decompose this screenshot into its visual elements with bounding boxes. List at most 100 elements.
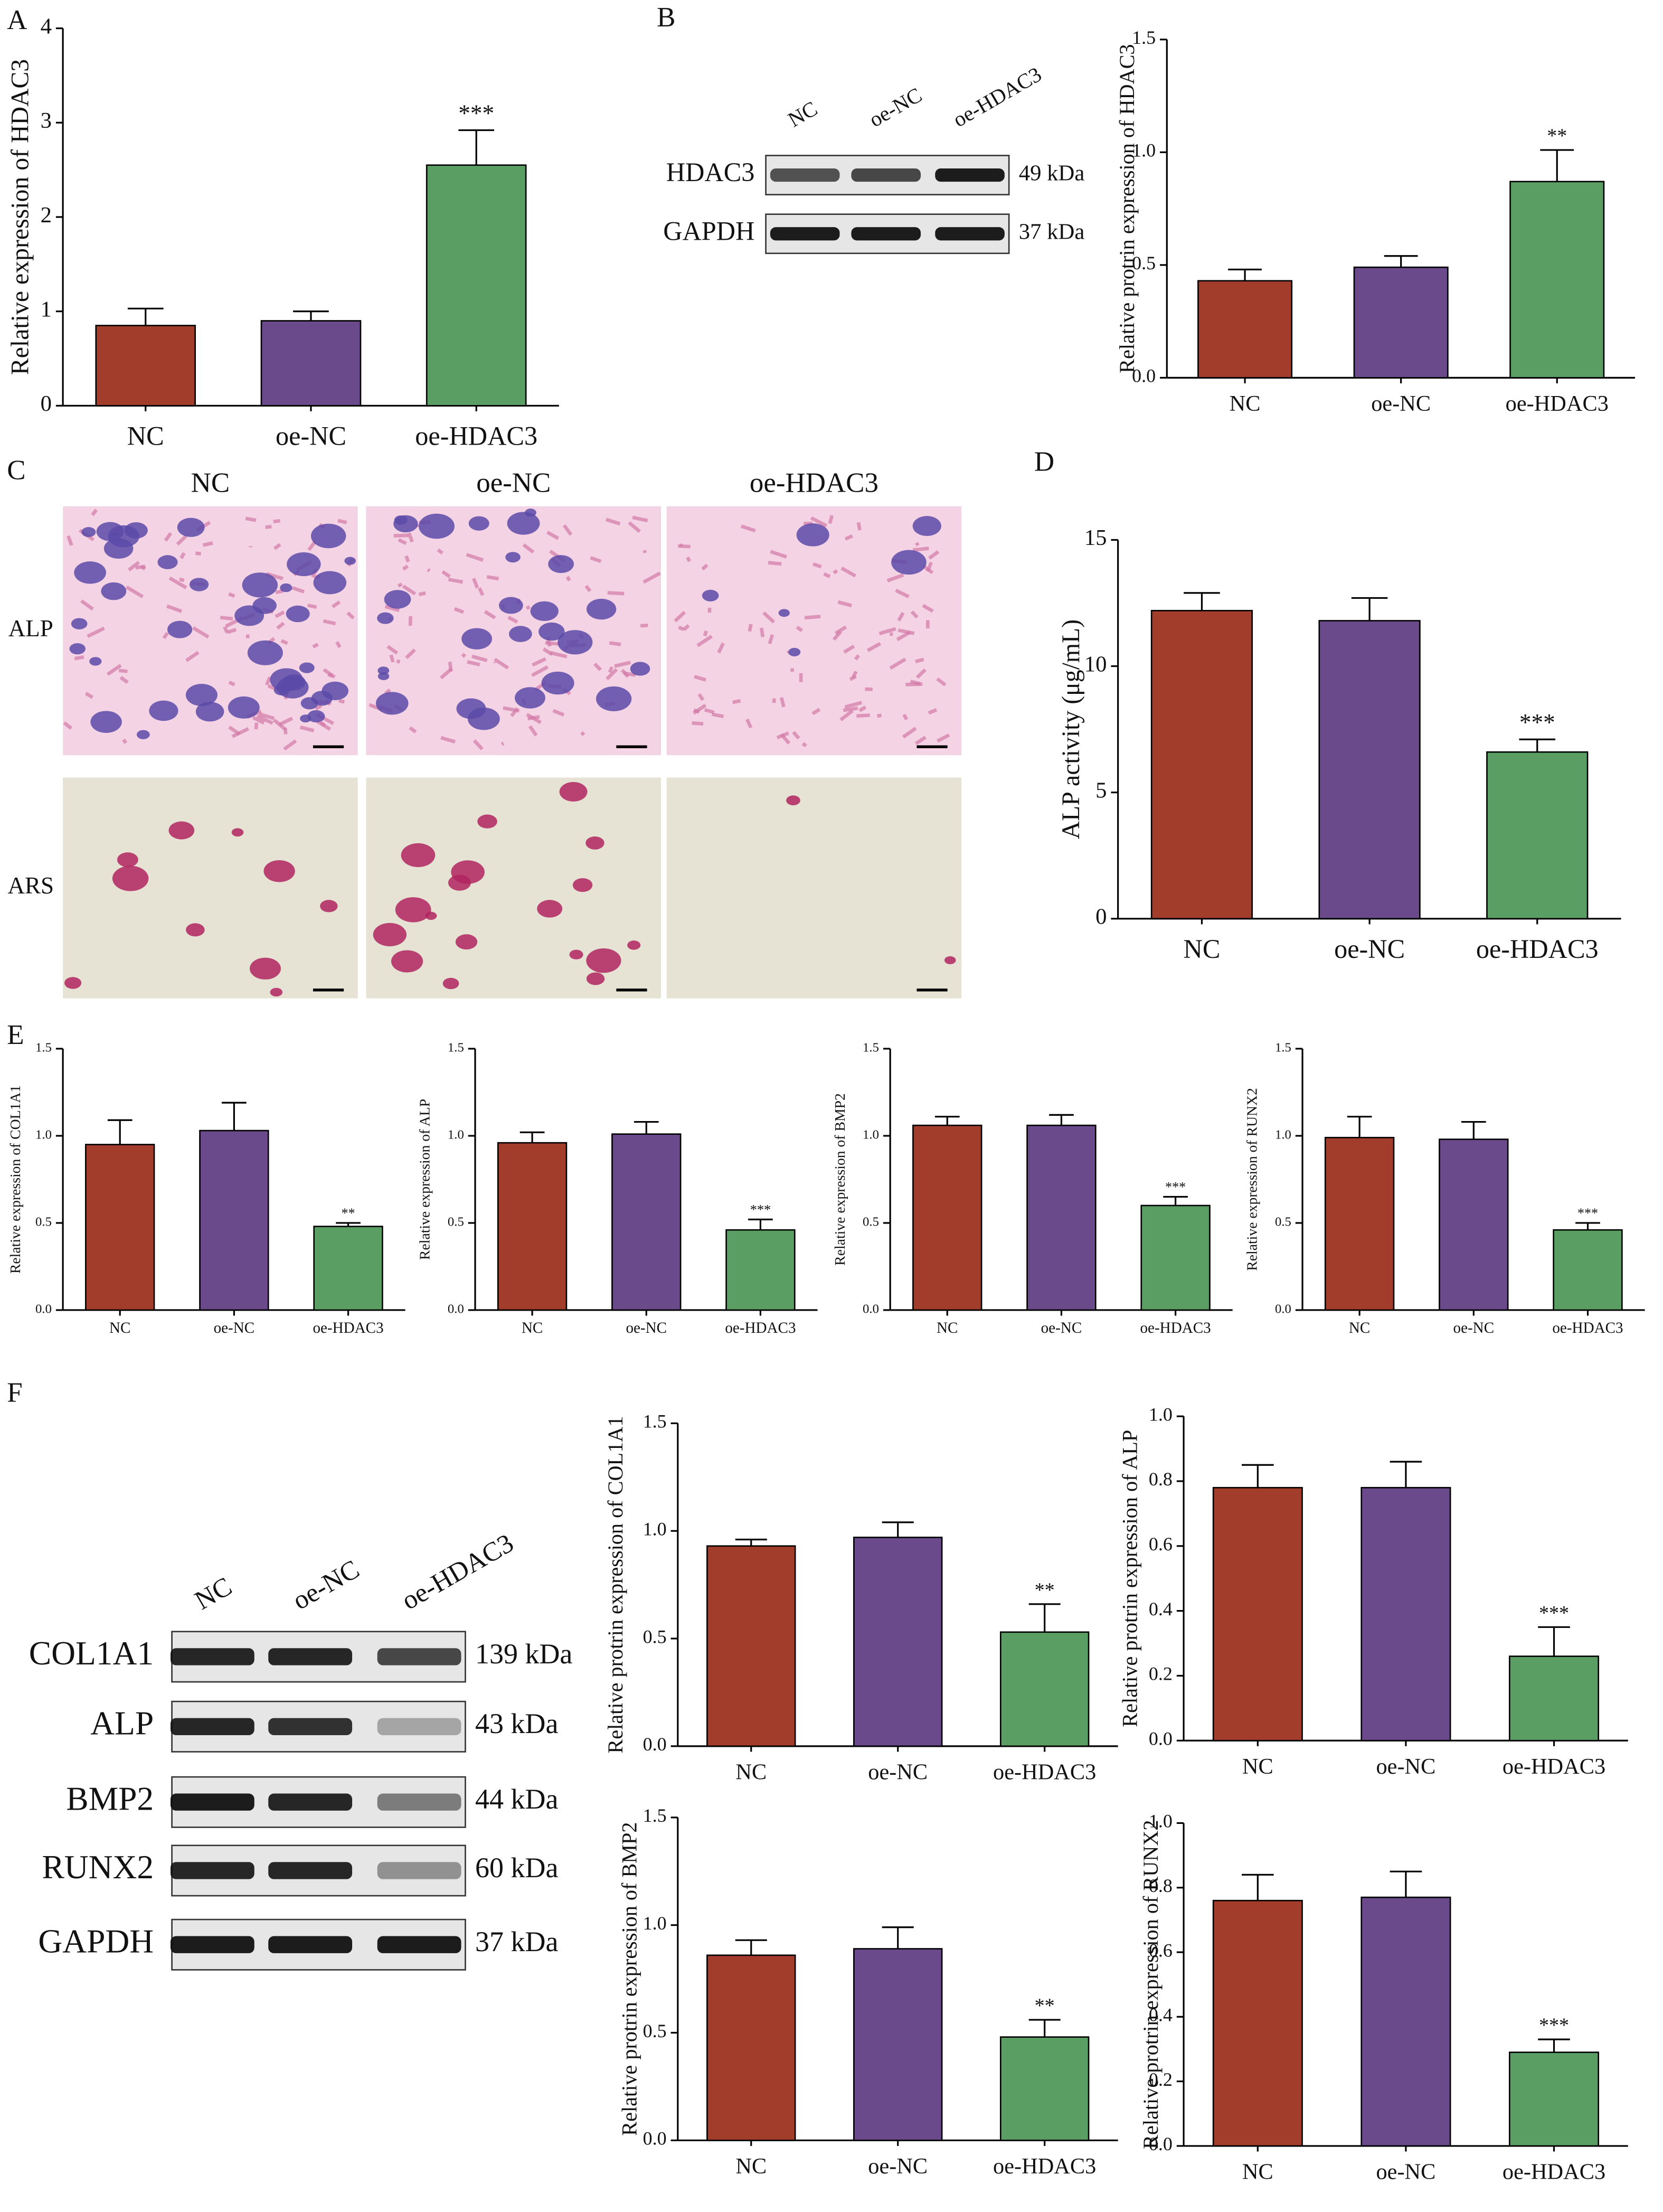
cell <box>166 604 183 613</box>
significance-label: *** <box>1519 709 1555 736</box>
blot-size-label: 139 kDa <box>475 1638 572 1670</box>
column-title: NC <box>191 467 230 498</box>
significance-label: *** <box>1165 1179 1186 1194</box>
stain <box>249 957 281 980</box>
cell <box>623 671 636 677</box>
y-tick-label: 1.0 <box>643 1518 667 1539</box>
error-bar <box>735 1939 767 1955</box>
x-tick-label: NC <box>735 1760 767 1785</box>
cell <box>703 630 708 637</box>
error-bar <box>882 1521 914 1538</box>
cell <box>179 552 186 559</box>
y-tick-label: 1.5 <box>448 1041 464 1055</box>
bar <box>611 1133 682 1311</box>
stain <box>377 666 390 675</box>
significance-label: *** <box>750 1202 771 1217</box>
stain <box>247 640 283 665</box>
cell <box>272 718 287 731</box>
y-tick-label: 1.0 <box>863 1128 879 1142</box>
x-tick-label: oe-NC <box>868 2154 928 2179</box>
cell <box>418 591 426 597</box>
cell <box>471 578 479 589</box>
cell <box>393 533 409 538</box>
blot-band <box>377 1648 461 1665</box>
stain <box>277 676 309 699</box>
blot-band <box>268 1718 353 1735</box>
bar <box>853 1948 943 2141</box>
stain <box>569 949 583 959</box>
stain <box>90 711 122 733</box>
row-label: ALP <box>8 615 53 642</box>
cell <box>402 564 409 571</box>
cell <box>528 725 538 737</box>
bar <box>497 1142 568 1311</box>
y-tick-label: 3 <box>41 108 52 133</box>
cell <box>466 553 484 562</box>
blot-row-label: BMP2 <box>66 1780 154 1817</box>
cell <box>522 543 535 554</box>
cell <box>176 534 188 546</box>
x-tick-label: oe-HDAC3 <box>993 2154 1096 2179</box>
panel-label: F <box>7 1378 22 1408</box>
cell <box>886 573 904 582</box>
blot-band <box>770 168 840 182</box>
cell <box>67 535 73 546</box>
cell <box>119 676 129 684</box>
y-tick-label: 0.0 <box>1275 1302 1291 1316</box>
cell <box>804 615 821 620</box>
stain <box>231 828 244 837</box>
cell <box>694 675 706 682</box>
cell <box>732 699 741 704</box>
stain <box>559 782 588 802</box>
y-axis-title: Relative expression of HDAC3 <box>6 59 34 375</box>
stain <box>168 821 195 840</box>
cell <box>609 641 621 646</box>
x-tick-label: oe-NC <box>1041 1320 1082 1336</box>
blot-band <box>851 168 921 182</box>
cell <box>273 543 281 550</box>
stain <box>944 956 956 965</box>
cell <box>914 736 927 745</box>
stain <box>117 852 138 868</box>
stain <box>344 557 356 565</box>
cell <box>477 587 485 596</box>
stain <box>287 552 321 577</box>
y-axis-title: ALP activity (μg/mL) <box>1057 619 1085 840</box>
y-axis-title: Relative protrin expression of ALP <box>1118 1430 1141 1727</box>
stain <box>538 622 565 641</box>
cell <box>786 650 790 654</box>
cell <box>278 717 294 727</box>
micrograph <box>63 777 358 999</box>
blot-lane-label: oe-NC <box>865 83 925 132</box>
blot-band <box>377 1718 461 1735</box>
column-title: oe-HDAC3 <box>750 467 878 498</box>
blot-band <box>170 1648 254 1665</box>
cell <box>409 726 417 733</box>
cell <box>614 661 631 668</box>
cell <box>275 589 284 595</box>
blot-row-label: GAPDH <box>663 216 754 246</box>
y-tick-label: 0.0 <box>35 1302 52 1316</box>
error-bar <box>458 129 495 165</box>
cell <box>323 619 336 626</box>
bar <box>706 1545 796 1747</box>
stain <box>442 977 459 990</box>
cell <box>936 677 947 686</box>
cell <box>283 739 297 751</box>
cell <box>878 627 896 636</box>
bar <box>999 2036 1090 2141</box>
cell <box>441 570 451 578</box>
cell <box>840 566 857 578</box>
cell <box>608 666 614 673</box>
y-tick-label: 2 <box>41 203 52 228</box>
blot-band <box>170 1718 254 1735</box>
bar <box>1318 620 1421 920</box>
blot-row-label: ALP <box>90 1704 154 1742</box>
blot-band <box>935 168 1005 182</box>
cell <box>254 722 259 730</box>
stain <box>300 697 318 710</box>
cell <box>642 571 661 584</box>
cell <box>640 623 648 628</box>
error-bar <box>1242 1464 1274 1488</box>
blot-row-label: HDAC3 <box>666 157 755 187</box>
